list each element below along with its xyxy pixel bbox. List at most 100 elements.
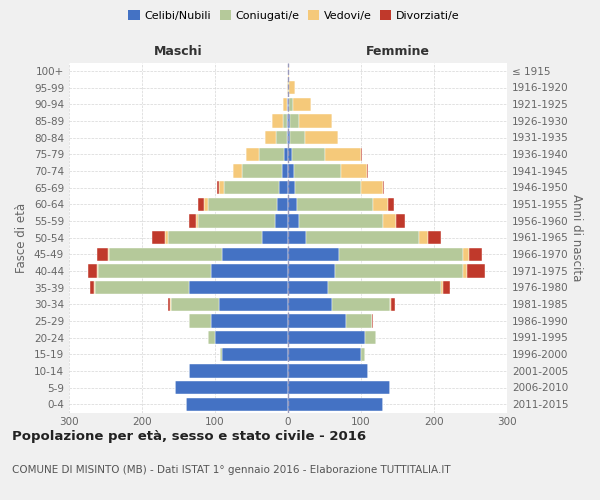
Bar	[290, 114, 299, 128]
Bar	[463, 248, 469, 261]
Bar	[175, 381, 288, 394]
Bar	[223, 348, 288, 361]
Bar	[288, 248, 339, 261]
Bar	[288, 64, 289, 78]
Bar	[198, 198, 204, 211]
Bar	[288, 81, 289, 94]
Bar	[282, 164, 288, 177]
Bar	[339, 248, 463, 261]
Bar	[346, 314, 372, 328]
Bar	[196, 214, 198, 228]
Bar	[190, 364, 288, 378]
Y-axis label: Anni di nascita: Anni di nascita	[569, 194, 583, 281]
Bar	[97, 248, 107, 261]
Bar	[292, 148, 325, 161]
Bar	[262, 231, 288, 244]
Text: Popolazione per età, sesso e stato civile - 2016: Popolazione per età, sesso e stato civil…	[12, 430, 366, 443]
Bar	[107, 248, 109, 261]
Bar	[288, 198, 297, 211]
Bar	[90, 281, 94, 294]
Bar	[186, 398, 288, 411]
Bar	[265, 131, 275, 144]
Bar	[283, 114, 287, 128]
Bar	[469, 248, 482, 261]
Bar	[373, 198, 388, 211]
Bar	[283, 98, 287, 111]
Bar	[428, 231, 442, 244]
Bar	[390, 298, 391, 311]
Bar	[442, 281, 443, 294]
Bar	[224, 181, 279, 194]
Bar	[289, 98, 293, 111]
Bar	[284, 148, 288, 161]
Bar	[272, 114, 283, 128]
Bar	[293, 98, 311, 111]
Bar	[288, 348, 361, 361]
Bar	[328, 281, 442, 294]
Bar	[204, 198, 208, 211]
Bar	[361, 148, 362, 161]
Bar	[189, 214, 196, 228]
Bar	[367, 164, 368, 177]
Y-axis label: Fasce di età: Fasce di età	[16, 202, 28, 272]
Bar	[190, 314, 211, 328]
Bar	[208, 331, 215, 344]
Bar	[288, 381, 390, 394]
Bar	[170, 298, 171, 311]
Text: Maschi: Maschi	[154, 44, 203, 58]
Bar	[208, 198, 277, 211]
Bar	[361, 348, 365, 361]
Bar	[295, 181, 361, 194]
Bar	[290, 131, 305, 144]
Bar	[189, 314, 190, 328]
Bar	[288, 281, 328, 294]
Bar	[245, 148, 259, 161]
Bar	[335, 264, 463, 278]
Bar	[419, 231, 428, 244]
Bar	[288, 331, 365, 344]
Bar	[365, 331, 376, 344]
Bar	[279, 181, 288, 194]
Bar	[341, 164, 367, 177]
Bar	[287, 81, 288, 94]
Bar	[325, 148, 361, 161]
Bar	[288, 148, 292, 161]
Bar	[288, 298, 332, 311]
Bar	[388, 198, 394, 211]
Bar	[233, 164, 242, 177]
Bar	[391, 298, 395, 311]
Bar	[95, 281, 190, 294]
Bar	[299, 214, 383, 228]
Bar	[332, 298, 390, 311]
Legend: Celibi/Nubili, Coniugati/e, Vedovi/e, Divorziati/e: Celibi/Nubili, Coniugati/e, Vedovi/e, Di…	[124, 6, 464, 25]
Bar	[198, 214, 275, 228]
Bar	[220, 348, 223, 361]
Bar	[383, 181, 385, 194]
Bar	[215, 331, 288, 344]
Bar	[383, 214, 396, 228]
Bar	[94, 281, 95, 294]
Bar	[463, 264, 467, 278]
Bar	[297, 198, 373, 211]
Bar	[275, 131, 287, 144]
Bar	[167, 231, 262, 244]
Bar	[223, 248, 288, 261]
Bar	[217, 181, 218, 194]
Bar	[275, 214, 288, 228]
Bar	[396, 214, 405, 228]
Bar	[288, 131, 290, 144]
Bar	[372, 314, 373, 328]
Bar	[287, 131, 288, 144]
Bar	[443, 281, 450, 294]
Bar	[288, 164, 294, 177]
Bar	[168, 298, 170, 311]
Bar	[287, 98, 288, 111]
Bar	[467, 264, 485, 278]
Bar	[109, 248, 223, 261]
Bar	[171, 298, 218, 311]
Bar	[259, 148, 284, 161]
Bar	[288, 364, 368, 378]
Bar	[166, 231, 167, 244]
Bar	[288, 314, 346, 328]
Bar	[288, 398, 383, 411]
